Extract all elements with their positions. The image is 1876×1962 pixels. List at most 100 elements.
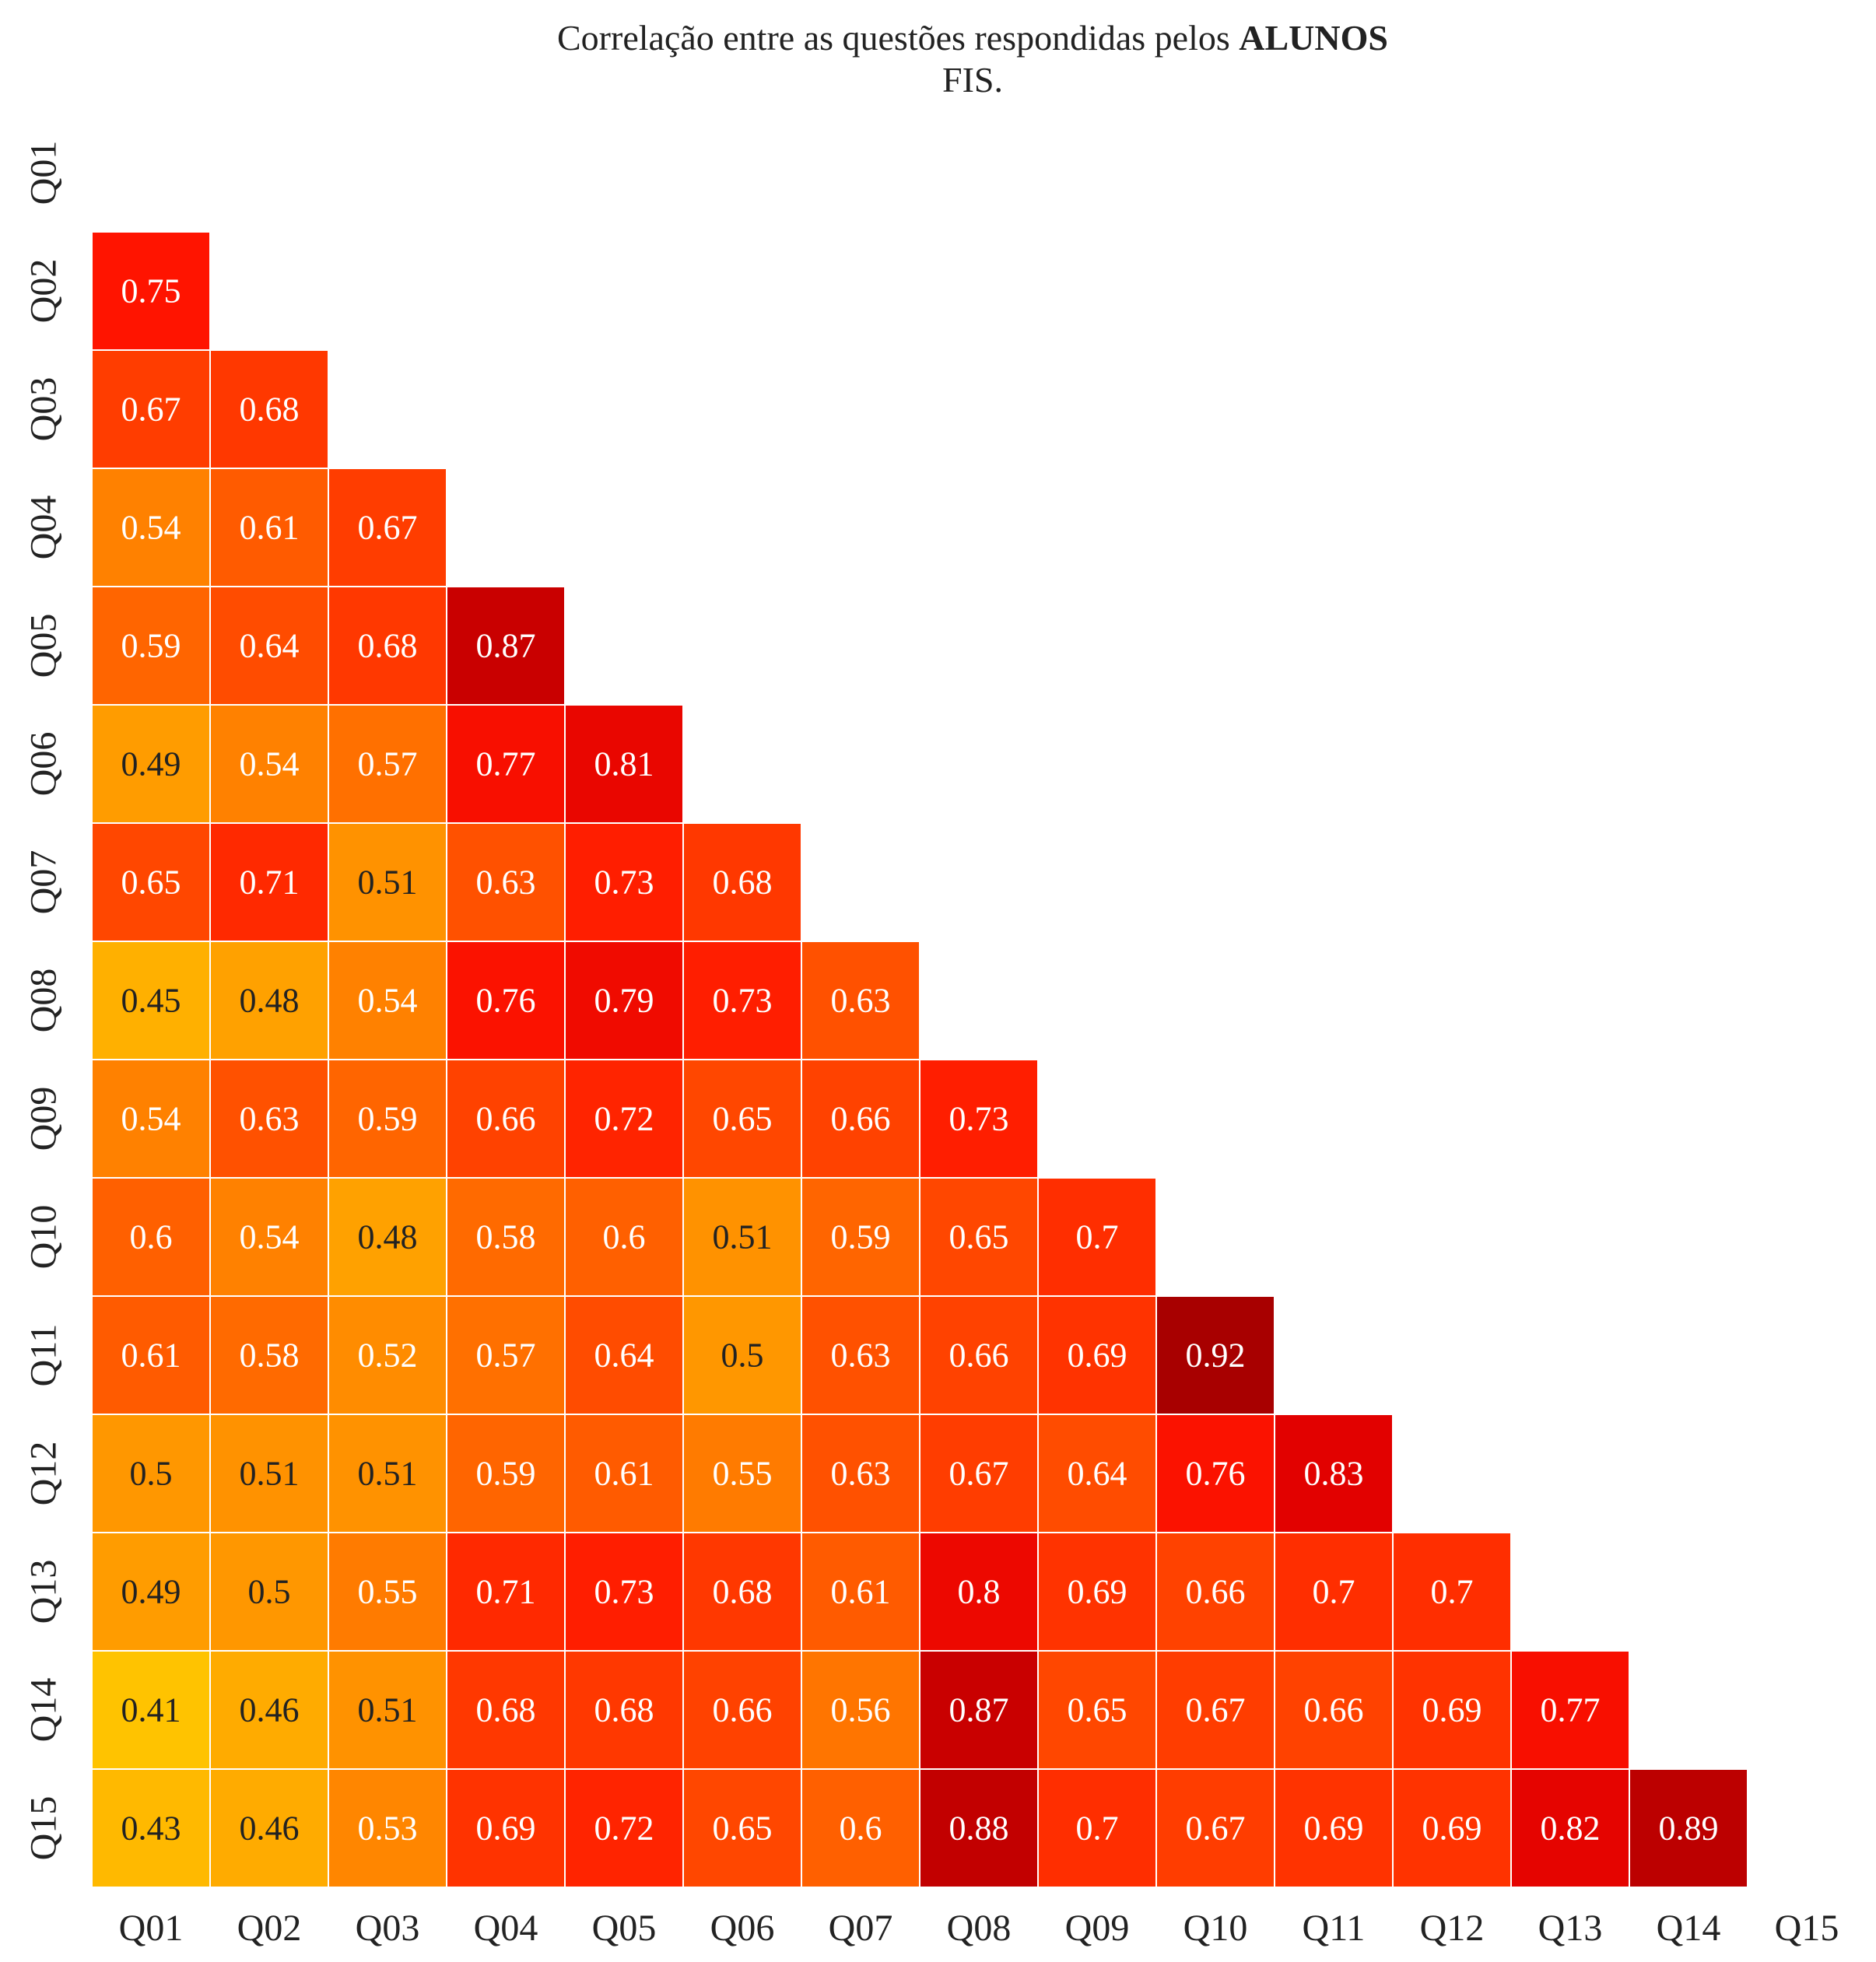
cell-value-label: 0.61 <box>594 1455 654 1493</box>
heatmap-cell-Q15-Q13 <box>1510 1768 1630 1888</box>
cell-value-label: 0.66 <box>1304 1691 1364 1729</box>
cell-value-label: 0.61 <box>831 1573 891 1611</box>
heatmap-cell-Q15-Q02 <box>209 1768 329 1888</box>
cell-value-label: 0.65 <box>713 1810 773 1848</box>
heatmap-cell-Q13-Q03 <box>328 1532 447 1652</box>
cell-value-label: 0.69 <box>1304 1810 1364 1848</box>
cell-value-label: 0.58 <box>240 1337 300 1375</box>
heatmap-cell-Q15-Q06 <box>682 1768 802 1888</box>
cell-value-label: 0.69 <box>1422 1691 1482 1729</box>
cell-value-label: 0.6 <box>840 1810 882 1848</box>
cell-value-label: 0.66 <box>1186 1573 1246 1611</box>
heatmap-cell-Q05-Q04 <box>446 586 566 706</box>
x-tick-label: Q10 <box>1183 1908 1248 1949</box>
y-tick-label: Q04 <box>23 496 65 560</box>
heatmap-cell-Q15-Q14 <box>1629 1768 1748 1888</box>
heatmap-cell-Q11-Q05 <box>564 1295 684 1415</box>
heatmap-cell-Q11-Q03 <box>328 1295 447 1415</box>
x-tick-label: Q09 <box>1065 1908 1130 1949</box>
cell-value-label: 0.76 <box>1186 1455 1246 1493</box>
x-tick-label: Q11 <box>1303 1908 1366 1949</box>
cell-value-label: 0.7 <box>1076 1218 1119 1256</box>
y-tick-label: Q07 <box>23 850 65 915</box>
cell-value-label: 0.7 <box>1431 1573 1474 1611</box>
cell-value-label: 0.45 <box>121 982 181 1020</box>
heatmap-cell-Q15-Q01 <box>91 1768 211 1888</box>
cell-value-label: 0.52 <box>358 1337 418 1375</box>
y-tick-label: Q06 <box>23 732 65 797</box>
cell-value-label: 0.67 <box>949 1455 1009 1493</box>
cell-value-label: 0.69 <box>1068 1573 1127 1611</box>
y-tick-label: Q13 <box>23 1560 65 1624</box>
cell-value-label: 0.63 <box>831 1337 891 1375</box>
heatmap-cell-Q07-Q03 <box>328 822 447 942</box>
cell-value-label: 0.81 <box>594 745 654 783</box>
heatmap-cell-Q14-Q11 <box>1274 1650 1394 1770</box>
cell-value-label: 0.6 <box>130 1218 173 1256</box>
x-tick-label: Q13 <box>1538 1908 1603 1949</box>
cell-value-label: 0.73 <box>949 1100 1009 1138</box>
cell-value-label: 0.68 <box>240 391 300 429</box>
heatmap-cell-Q08-Q06 <box>682 941 802 1060</box>
cell-value-label: 0.48 <box>240 982 300 1020</box>
cell-value-label: 0.69 <box>1422 1810 1482 1848</box>
heatmap-cell-Q11-Q02 <box>209 1295 329 1415</box>
cell-value-label: 0.82 <box>1541 1810 1601 1848</box>
heatmap-cell-Q15-Q04 <box>446 1768 566 1888</box>
heatmap-cell-Q04-Q03 <box>328 468 447 587</box>
cell-value-label: 0.87 <box>949 1691 1009 1729</box>
x-tick-label: Q03 <box>356 1908 420 1949</box>
cell-value-label: 0.55 <box>358 1573 418 1611</box>
cell-value-label: 0.6 <box>603 1218 646 1256</box>
y-tick-label: Q08 <box>23 969 65 1033</box>
heatmap-cell-Q12-Q09 <box>1037 1414 1157 1533</box>
heatmap-cell-Q14-Q06 <box>682 1650 802 1770</box>
heatmap-cell-Q13-Q10 <box>1155 1532 1275 1652</box>
x-tick-label: Q14 <box>1657 1908 1721 1949</box>
cell-value-label: 0.54 <box>240 745 300 783</box>
cell-value-label: 0.73 <box>713 982 773 1020</box>
heatmap-cells: 0.75 0.67 0.68 0.54 0.61 0.67 0.59 0.64 0.68 0.87… <box>91 231 1748 1888</box>
heatmap-cell-Q12-Q04 <box>446 1414 566 1533</box>
heatmap-cell-Q02-Q01 <box>91 231 211 351</box>
heatmap-cell-Q14-Q10 <box>1155 1650 1275 1770</box>
y-axis-ticks: Q01 Q02 Q03 Q04 Q05 Q06 Q07 Q08 Q09 Q10 Q11 Q12 Q13 Q… <box>23 141 65 1861</box>
y-tick-label: Q03 <box>23 377 65 442</box>
heatmap-cell-Q13-Q01 <box>91 1532 211 1652</box>
y-tick-label: Q11 <box>23 1324 65 1387</box>
heatmap-cell-Q07-Q02 <box>209 822 329 942</box>
heatmap-cell-Q12-Q11 <box>1274 1414 1394 1533</box>
heatmap-cell-Q11-Q01 <box>91 1295 211 1415</box>
cell-value-label: 0.71 <box>240 864 300 902</box>
cell-value-label: 0.8 <box>958 1573 1001 1611</box>
heatmap-cell-Q08-Q07 <box>801 941 920 1060</box>
cell-value-label: 0.5 <box>248 1573 291 1611</box>
chart-title-bold: ALUNOS <box>1239 18 1388 58</box>
cell-value-label: 0.72 <box>594 1810 654 1848</box>
cell-value-label: 0.55 <box>713 1455 773 1493</box>
cell-value-label: 0.67 <box>1186 1810 1246 1848</box>
heatmap-cell-Q12-Q01 <box>91 1414 211 1533</box>
chart-title-line1: Correlação entre as questões respondidas… <box>557 18 1388 58</box>
cell-value-label: 0.66 <box>831 1100 891 1138</box>
heatmap-cell-Q04-Q01 <box>91 468 211 587</box>
cell-value-label: 0.59 <box>831 1218 891 1256</box>
cell-value-label: 0.54 <box>358 982 418 1020</box>
cell-value-label: 0.66 <box>713 1691 773 1729</box>
heatmap-cell-Q08-Q01 <box>91 941 211 1060</box>
cell-value-label: 0.73 <box>594 864 654 902</box>
cell-value-label: 0.92 <box>1186 1337 1246 1375</box>
cell-value-label: 0.64 <box>1068 1455 1127 1493</box>
cell-value-label: 0.68 <box>713 864 773 902</box>
heatmap-cell-Q13-Q11 <box>1274 1532 1394 1652</box>
heatmap-cell-Q14-Q05 <box>564 1650 684 1770</box>
heatmap-cell-Q09-Q03 <box>328 1059 447 1179</box>
heatmap-cell-Q14-Q07 <box>801 1650 920 1770</box>
heatmap-cell-Q10-Q04 <box>446 1177 566 1297</box>
cell-value-label: 0.67 <box>1186 1691 1246 1729</box>
heatmap-cell-Q13-Q04 <box>446 1532 566 1652</box>
x-tick-label: Q06 <box>710 1908 775 1949</box>
cell-value-label: 0.46 <box>240 1810 300 1848</box>
cell-value-label: 0.59 <box>121 627 181 665</box>
